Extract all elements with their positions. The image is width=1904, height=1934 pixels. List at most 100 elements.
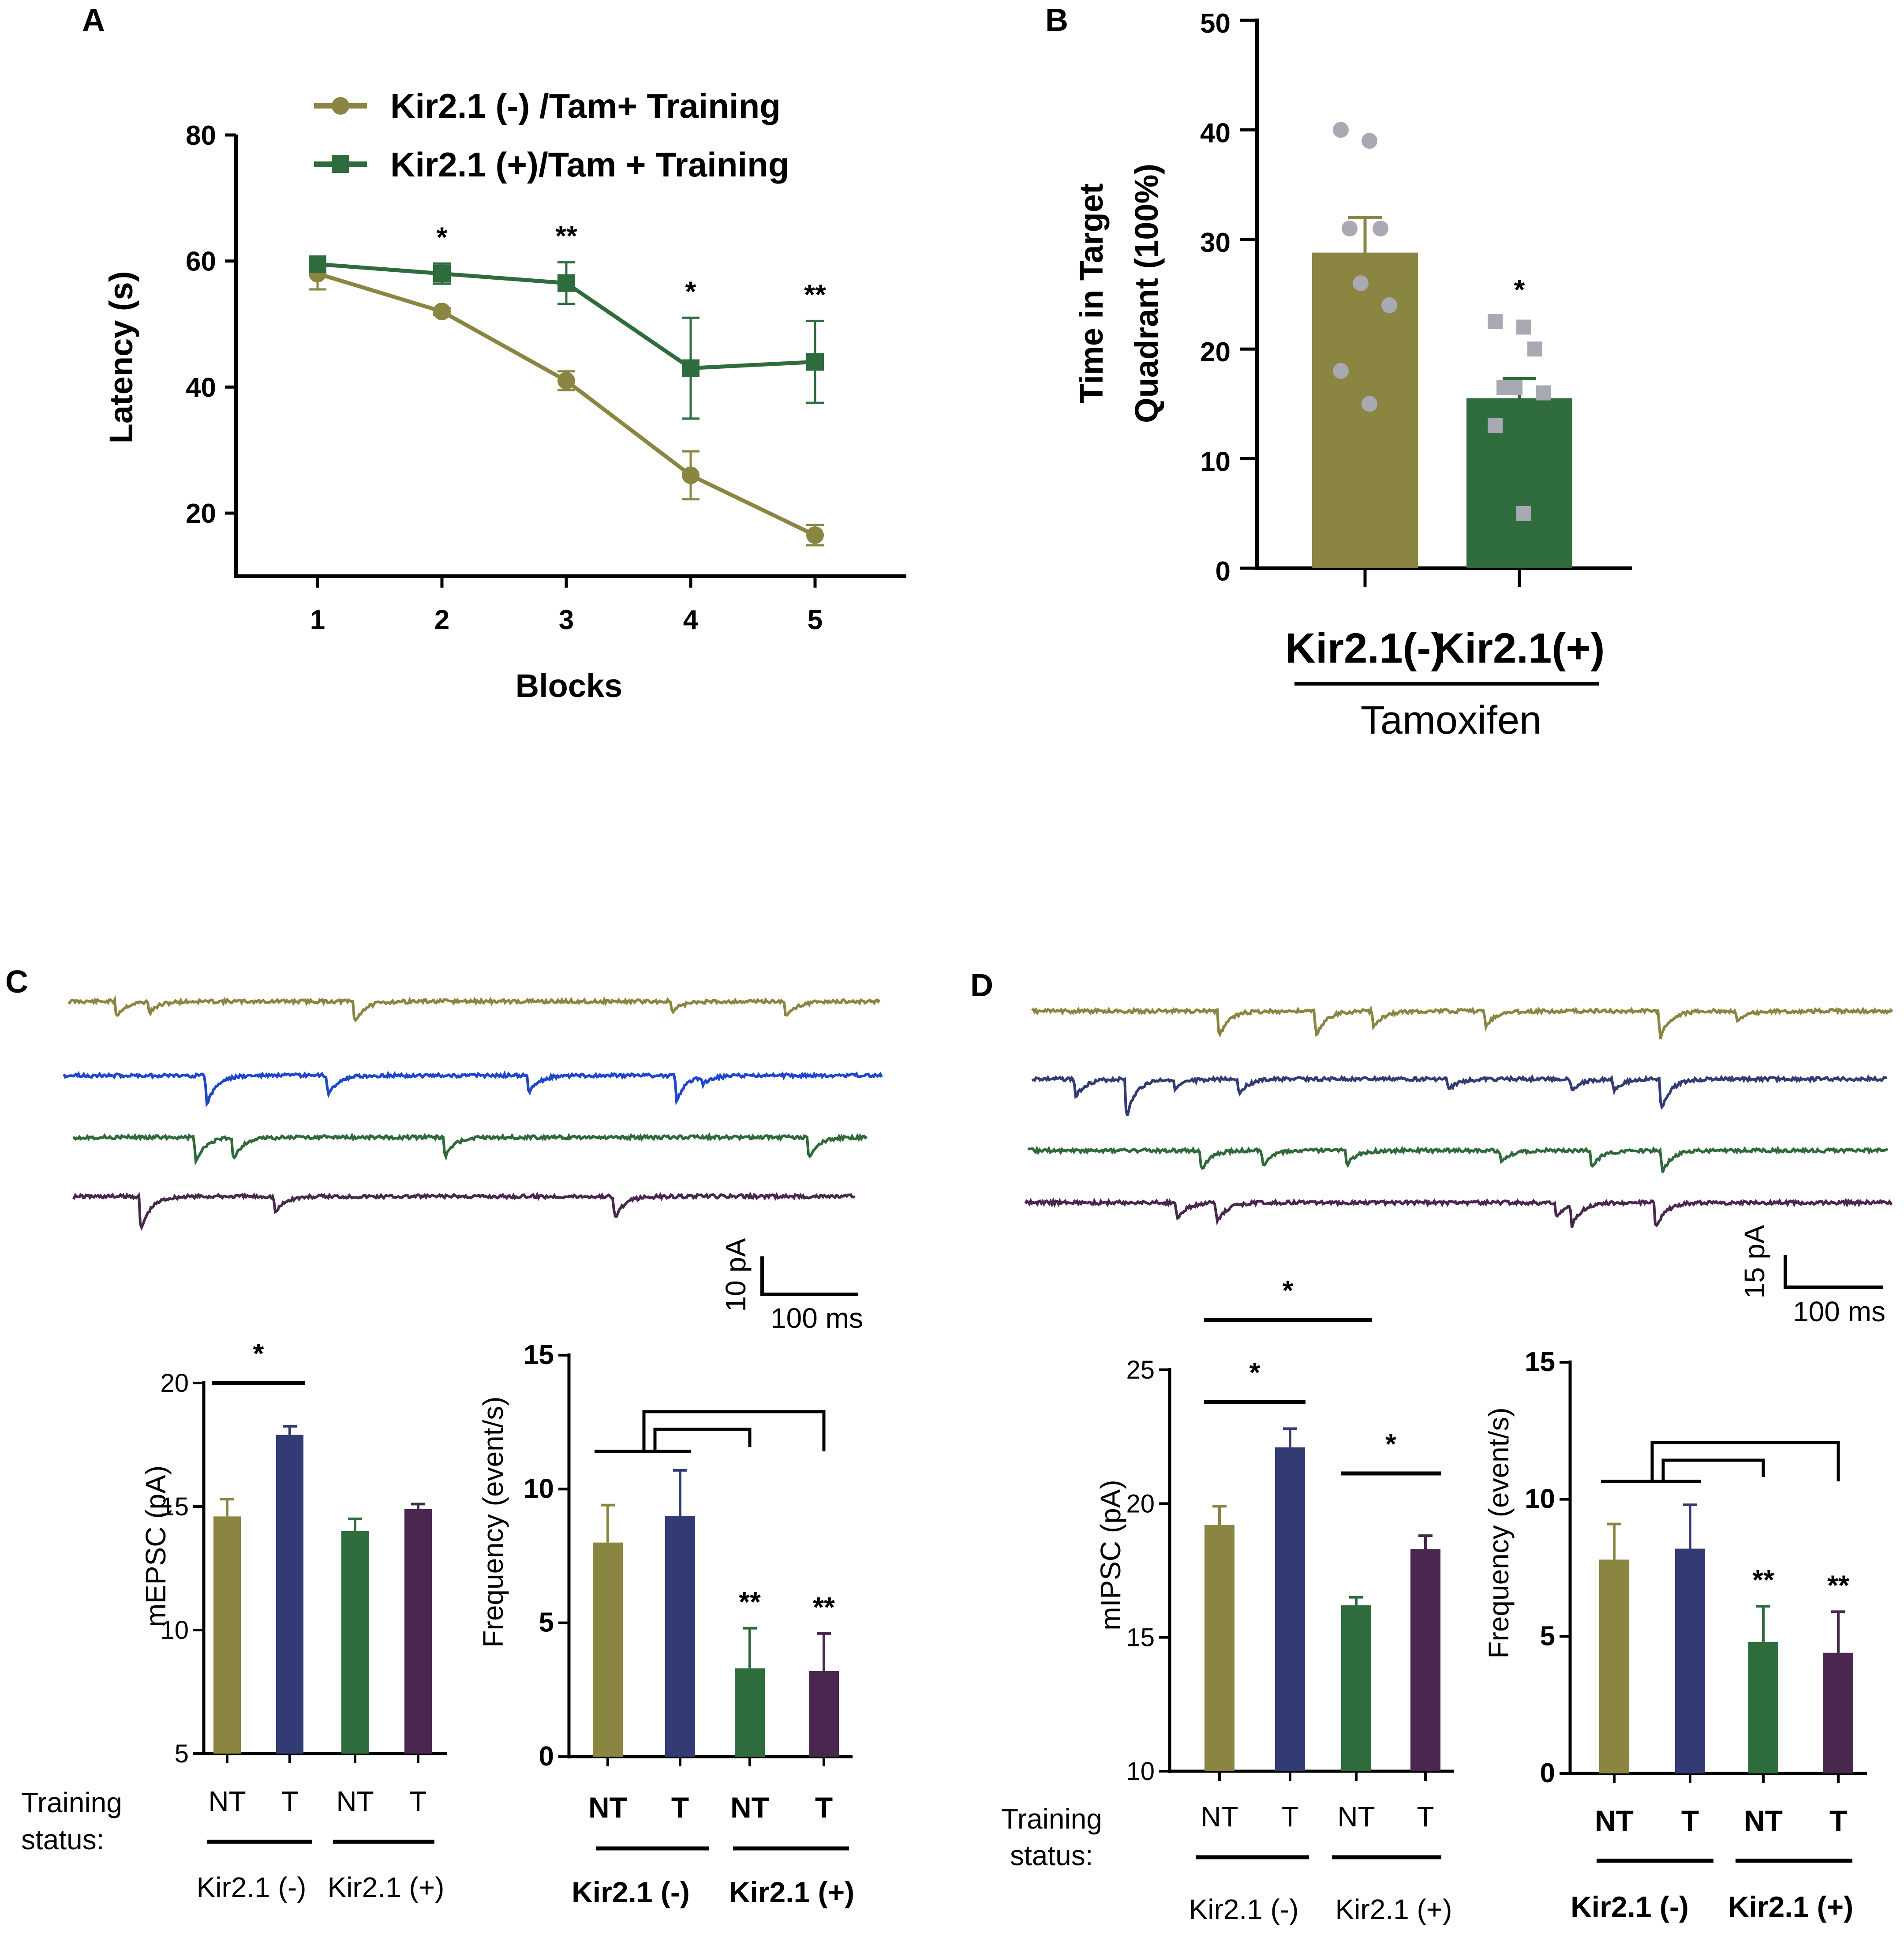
data-point-square	[682, 359, 700, 377]
c-row-label-line2: status:	[21, 1824, 105, 1855]
individual-point-circle	[1362, 133, 1377, 149]
a-y-tick-label: 20	[186, 498, 216, 529]
c-freq-category-label: T	[815, 1791, 833, 1824]
a-y-axis-title: Latency (s)	[103, 271, 139, 444]
d-mipsc-bar-1	[1275, 1447, 1305, 1771]
d-freq-y-tick-label: 10	[1525, 1484, 1555, 1514]
c-mepsc-category-label: T	[409, 1785, 426, 1817]
data-point-square	[806, 353, 824, 371]
significance-marker: **	[1827, 1569, 1849, 1601]
comparison-bracket	[595, 1410, 826, 1453]
c-freq-group-neg: Kir2.1 (-)	[572, 1876, 690, 1908]
d-freq-bar-0	[1599, 1559, 1629, 1773]
d-freq-bar-2	[1748, 1642, 1778, 1773]
panel-c-traces: 10 pA 100 ms	[63, 995, 883, 1334]
significance-marker: **	[739, 1586, 761, 1618]
d-freq-category-label: NT	[1595, 1804, 1634, 1837]
comparison-bracket	[1601, 1441, 1840, 1483]
trace-kir-pos-nt	[1027, 1145, 1889, 1173]
d-freq-y-tick-label: 15	[1525, 1347, 1555, 1377]
c-mepsc-y-tick-label: 5	[175, 1739, 189, 1768]
significance-marker: *	[253, 1338, 264, 1369]
d-mipsc-bar-2	[1341, 1605, 1371, 1771]
d-mipsc-category-label: NT	[1201, 1801, 1238, 1833]
legend-marker-circle	[332, 97, 349, 115]
individual-point-circle	[1342, 220, 1358, 236]
significance-marker: *	[437, 221, 448, 253]
d-scale-time: 100 ms	[1793, 1296, 1885, 1327]
significance-marker: *	[685, 275, 696, 307]
c-freq-chart: 0 5 10 15 NT T NT T ** **	[524, 1340, 853, 1851]
bracket-to-bar-2	[1661, 1458, 1765, 1481]
data-point-square	[433, 265, 451, 283]
trace-kir-pos-nt	[72, 1132, 868, 1166]
c-mepsc-y-tick-label: 15	[160, 1492, 189, 1521]
panel-label-a: A	[82, 3, 105, 38]
a-y-tick-label: 60	[186, 247, 216, 277]
bracket-to-bar-2	[653, 1428, 752, 1451]
a-x-tick-label: 5	[808, 605, 823, 635]
d-mipsc-category-label: T	[1417, 1801, 1434, 1833]
individual-point-square	[1516, 319, 1531, 335]
c-mepsc-category-label: NT	[208, 1785, 246, 1817]
individual-point-square	[1527, 341, 1542, 357]
individual-point-square	[1516, 506, 1531, 521]
significance-marker: *	[1514, 274, 1525, 305]
individual-point-square	[1507, 380, 1522, 395]
significance-marker: *	[1385, 1428, 1396, 1460]
individual-point-circle	[1333, 363, 1349, 379]
c-freq-group-pos: Kir2.1 (+)	[729, 1876, 854, 1908]
panel-label-b: B	[1045, 3, 1068, 38]
data-point-circle	[682, 466, 700, 484]
c-freq-y-tick-label: 0	[539, 1741, 554, 1772]
data-point-square	[309, 255, 326, 273]
significance-marker: *	[1249, 1357, 1261, 1388]
d-mipsc-y-tick-label: 10	[1126, 1757, 1155, 1786]
legend-label-kir-neg: Kir2.1 (-) /Tam+ Training	[390, 86, 781, 125]
c-freq-y-tick-label: 5	[539, 1608, 554, 1638]
bracket-to-bar-3	[1650, 1441, 1840, 1481]
b-y-tick-label: 20	[1200, 337, 1231, 367]
individual-point-circle	[1333, 122, 1349, 138]
b-y-tick-label: 0	[1216, 556, 1231, 587]
series-line-0	[317, 271, 816, 537]
data-point-square	[557, 274, 575, 292]
d-freq-y-tick-label: 5	[1540, 1621, 1555, 1651]
b-y-axis-title-line2: Quadrant (100%)	[1128, 164, 1165, 423]
significance-marker: **	[1752, 1564, 1774, 1596]
d-freq-category-label: T	[1829, 1804, 1847, 1837]
d-mipsc-group-pos: Kir2.1 (+)	[1335, 1893, 1452, 1925]
b-y-tick-label: 40	[1200, 118, 1231, 148]
significance-marker: **	[555, 220, 577, 252]
d-row-label-line2: status:	[1010, 1840, 1093, 1871]
bar-1	[1466, 398, 1572, 568]
individual-point-circle	[1362, 396, 1377, 412]
c-scale-time: 100 ms	[771, 1302, 863, 1334]
legend-marker-square	[332, 155, 349, 173]
a-x-tick-label: 1	[310, 605, 325, 635]
significance-marker: *	[1283, 1274, 1294, 1306]
d-freq-bar-3	[1823, 1653, 1853, 1773]
trace-kir-neg-t	[63, 1070, 883, 1107]
b-y-tick-label: 50	[1200, 8, 1231, 39]
d-mipsc-category-label: T	[1281, 1801, 1298, 1833]
d-mipsc-bar-3	[1410, 1549, 1440, 1771]
c-mepsc-group-neg: Kir2.1 (-)	[197, 1871, 307, 1903]
b-y-axis-title-line1: Time in Target	[1073, 184, 1110, 404]
a-y-tick-label: 40	[186, 372, 216, 403]
individual-point-square	[1488, 314, 1503, 330]
trace-kir-neg-t	[1031, 1074, 1887, 1117]
panel-d-traces: 15 pA 100 ms	[1024, 1005, 1893, 1327]
trace-kir-pos-t	[1024, 1197, 1893, 1228]
d-freq-y-title: Frequency (event/s)	[1483, 1407, 1515, 1658]
data-point-circle	[806, 526, 824, 544]
individual-point-circle	[1353, 275, 1369, 292]
c-freq-y-tick-label: 10	[524, 1473, 554, 1504]
d-row-label-line1: Training	[1001, 1803, 1102, 1835]
d-mipsc-y-title: mIPSC (pA)	[1095, 1480, 1126, 1630]
individual-point-square	[1488, 418, 1503, 434]
d-mipsc-category-label: NT	[1337, 1801, 1375, 1833]
b-category-label-kir-neg: Kir2.1(-)	[1285, 625, 1445, 672]
d-freq-category-label: NT	[1744, 1804, 1783, 1837]
d-mipsc-group-neg: Kir2.1 (-)	[1189, 1893, 1299, 1925]
